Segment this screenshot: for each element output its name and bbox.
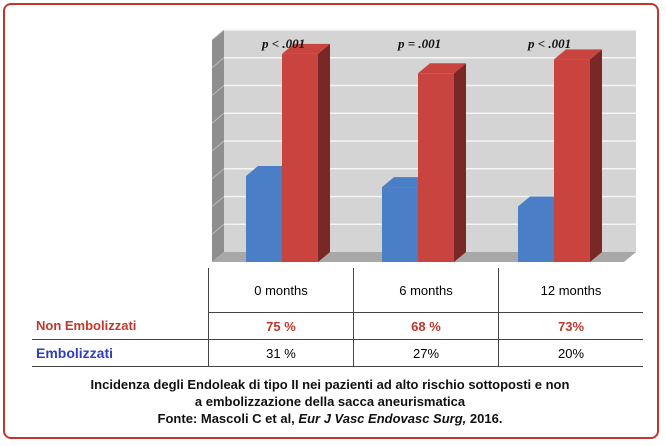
caption-line: Incidenza degli Endoleak di tipo II nei … (90, 377, 570, 392)
bars-group (246, 43, 602, 262)
data-label: 73% (498, 312, 643, 340)
caption-source-prefix: Fonte: Mascoli C et al, (157, 411, 299, 426)
data-table: 0 months 6 months 12 months Non Embolizz… (32, 268, 643, 367)
data-label: 27% (353, 339, 499, 367)
gridline-side (211, 168, 225, 180)
gridline-side (211, 112, 225, 124)
gridline-side (211, 196, 225, 207)
bar-side (318, 43, 330, 262)
tick-label: 6 months (353, 268, 499, 313)
bar (518, 206, 554, 262)
gridline-side (211, 29, 225, 41)
data-label: 75 % (208, 312, 354, 340)
bar-top (282, 43, 330, 54)
p-value-annotation: p < .001 (262, 36, 306, 51)
caption-line: a embolizzazione della sacca aneurismati… (194, 394, 466, 409)
bar (282, 53, 318, 262)
caption-source: Fonte: Mascoli C et al, Eur J Vasc Endov… (10, 410, 650, 427)
p-value-annotation: p < .001 (528, 36, 572, 51)
bar-side (590, 49, 602, 262)
bar (246, 175, 282, 262)
gridline-side (211, 223, 225, 235)
gridline-side (211, 140, 225, 152)
bar-top (554, 49, 602, 60)
data-label: 68 % (353, 312, 499, 340)
bar-side (454, 63, 466, 262)
data-label: 20% (498, 339, 643, 367)
table-corner (32, 268, 209, 313)
bar (382, 187, 418, 262)
gridline-side (211, 85, 225, 96)
bar-top (418, 63, 466, 74)
legend-label-embolizzati: Embolizzati (32, 339, 209, 367)
p-value-annotation: p = .001 (398, 36, 442, 51)
data-label: 31 % (208, 339, 354, 367)
figure-caption: Incidenza degli Endoleak di tipo II nei … (10, 376, 650, 427)
legend-label-non-embolizzati: Non Embolizzati (32, 312, 209, 340)
bar (418, 73, 454, 262)
tick-label: 0 months (208, 268, 354, 313)
bar (554, 59, 590, 262)
caption-journal: Eur J Vasc Endovasc Surg, (298, 411, 467, 426)
caption-source-suffix: 2016. (466, 411, 503, 426)
gridline-side (211, 57, 225, 69)
tick-label: 12 months (498, 268, 643, 313)
